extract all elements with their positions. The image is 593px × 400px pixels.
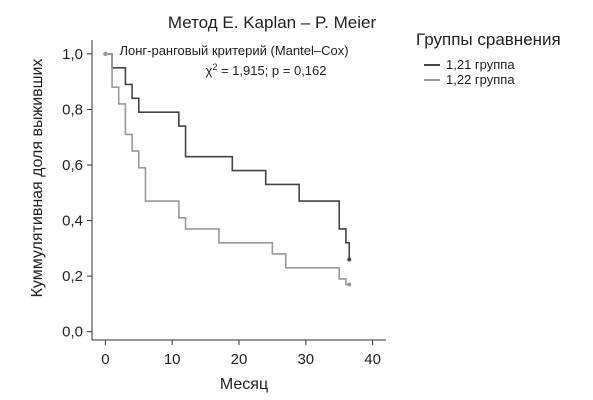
y-axis-label: Куммулятивная доля выживших [29,59,46,298]
censor-mark [347,282,352,287]
annotation-chi-sup: 2 [212,62,217,72]
annotation-line2: χ2 = 1,915; p = 0,162 [206,62,327,78]
y-tick-label: 0,4 [62,213,83,230]
y-tick-label: 1,0 [62,46,83,63]
y-tick-label: 0,6 [62,157,83,174]
x-tick-label: 0 [101,351,109,368]
km-curve-group-121 [105,53,351,260]
annotation-chi: χ [206,63,213,78]
legend-label-group-121: 1,21 группа [446,57,515,72]
x-tick-label: 10 [164,351,181,368]
y-tick-label: 0,2 [62,268,83,285]
axis-ticks: 0 10 20 30 40 0,0 0,2 0,4 0,6 0,8 1,0 [62,46,381,368]
x-tick-label: 30 [297,351,314,368]
censor-mark [347,257,352,262]
legend: Группы сравнения 1,21 группа 1,22 группа [416,30,561,87]
annotation-line1: Лонг-ранговый критерий (Mantel–Cox) [119,43,348,58]
legend-title: Группы сравнения [416,30,561,49]
annotation-line2-rest: = 1,915; p = 0,162 [217,63,326,78]
series-layer [103,51,352,287]
km-curve-group-122 [105,53,350,286]
x-tick-label: 40 [364,351,381,368]
chart-title: Метод E. Kaplan – P. Meier [168,13,377,32]
censor-mark [103,51,108,56]
x-tick-label: 20 [231,351,248,368]
x-axis-label: Месяц [220,376,268,393]
y-tick-label: 0,0 [62,324,83,341]
y-tick-label: 0,8 [62,101,83,118]
legend-label-group-122: 1,22 группа [446,72,515,87]
test-annotation: Лонг-ранговый критерий (Mantel–Cox) χ2 =… [119,43,348,78]
